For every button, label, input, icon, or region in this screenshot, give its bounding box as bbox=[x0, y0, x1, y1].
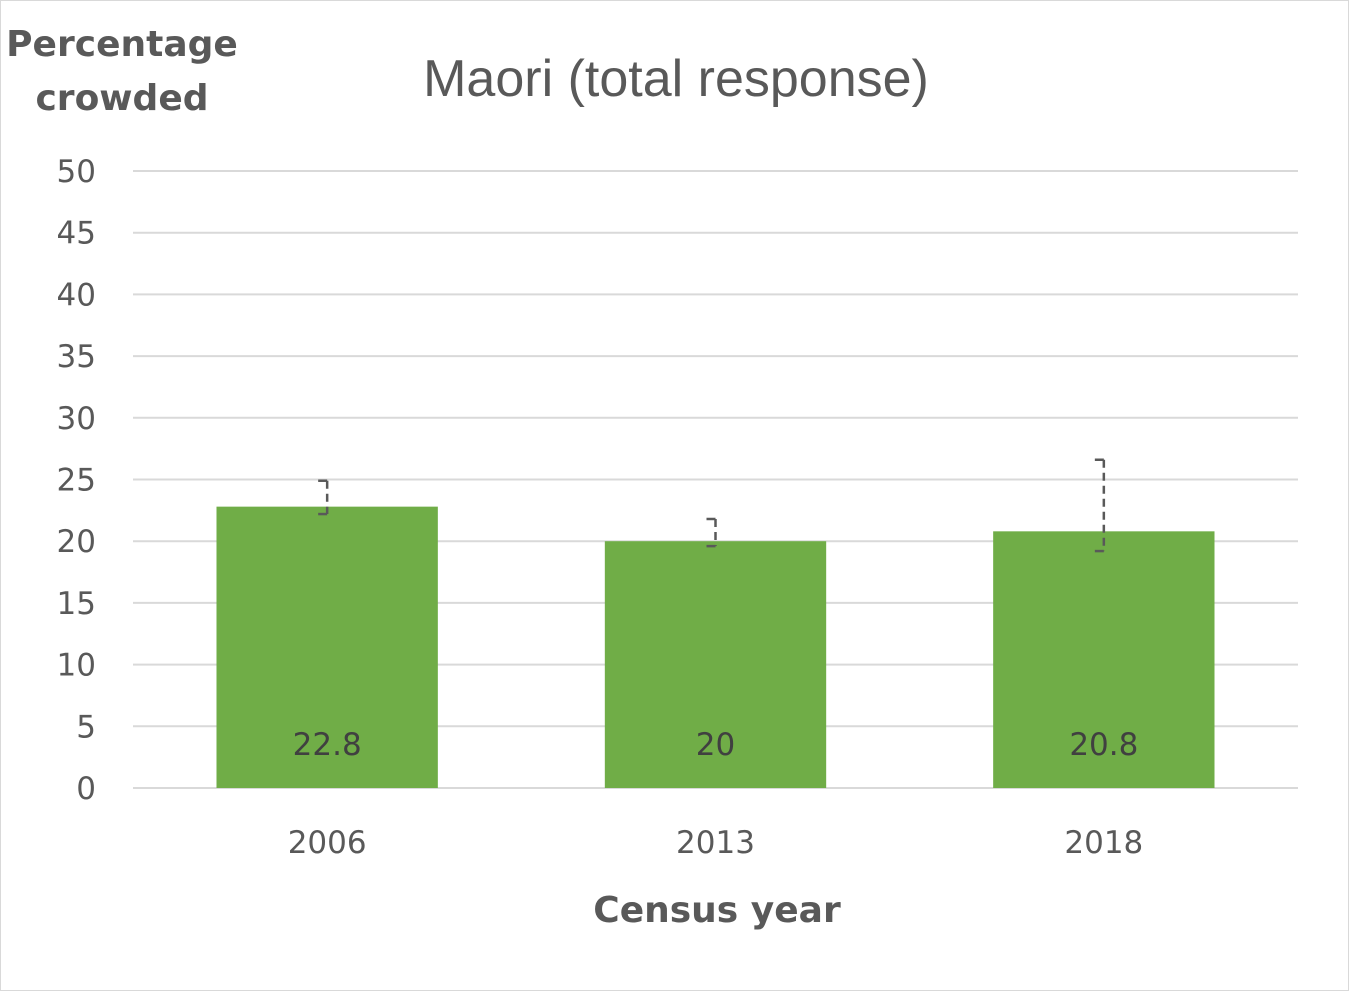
bars bbox=[216, 506, 1215, 788]
bar-2018 bbox=[993, 531, 1215, 788]
x-tick-label-2006: 2006 bbox=[288, 825, 367, 861]
y-tick-label: 15 bbox=[57, 586, 96, 622]
bar-2006 bbox=[216, 506, 438, 788]
y-tick-label: 50 bbox=[57, 154, 96, 190]
bar-2013 bbox=[604, 541, 827, 788]
y-tick-label: 45 bbox=[57, 216, 96, 252]
x-axis-ticks: 2006 2013 2018 bbox=[288, 825, 1144, 861]
y-tick-label: 25 bbox=[57, 463, 96, 499]
x-axis-label: Census year bbox=[593, 890, 841, 931]
x-tick-label-2018: 2018 bbox=[1064, 825, 1143, 861]
y-tick-label: 0 bbox=[76, 771, 96, 807]
y-tick-label: 40 bbox=[57, 277, 96, 313]
y-axis-label-line-1: Percentage bbox=[6, 24, 238, 65]
y-axis-ticks: 0 5 10 15 20 25 30 35 40 45 50 bbox=[57, 154, 96, 807]
y-tick-label: 30 bbox=[57, 401, 96, 437]
data-labels: 22.8 20 20.8 bbox=[293, 727, 1139, 763]
y-tick-label: 10 bbox=[57, 648, 96, 684]
data-label-2006: 22.8 bbox=[293, 727, 362, 763]
data-label-2018: 20.8 bbox=[1069, 727, 1138, 763]
chart-title: Maori (total response) bbox=[423, 50, 929, 108]
data-label-2013: 20 bbox=[696, 727, 735, 763]
x-tick-label-2013: 2013 bbox=[676, 825, 755, 861]
error-bars bbox=[318, 458, 1106, 553]
y-tick-label: 20 bbox=[57, 524, 96, 560]
y-tick-label: 35 bbox=[57, 339, 96, 375]
y-axis-label-line-2: crowded bbox=[35, 78, 208, 119]
y-tick-label: 5 bbox=[76, 709, 96, 745]
